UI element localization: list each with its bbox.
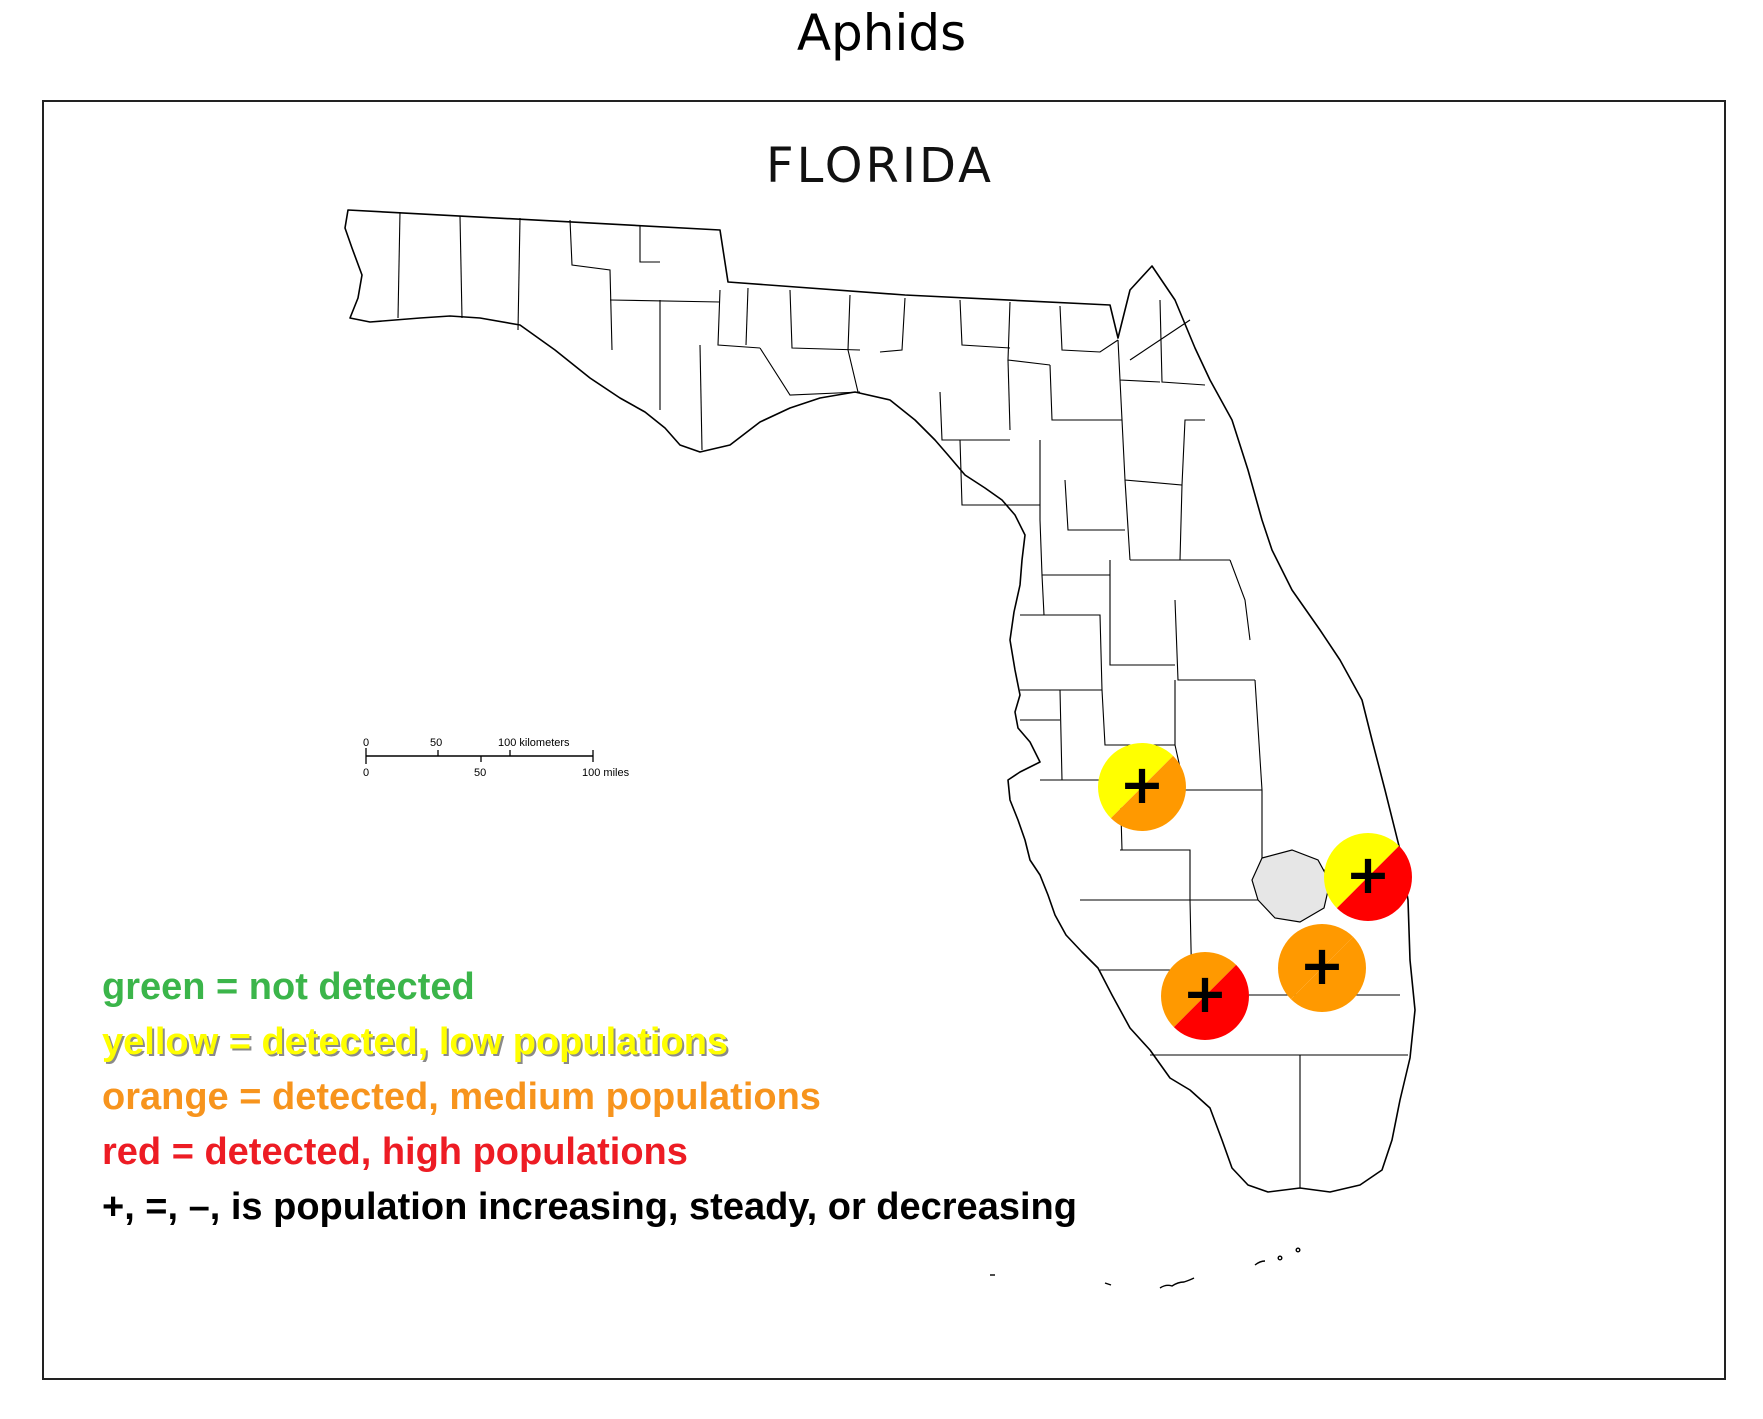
- county-lines: [397, 211, 1408, 1188]
- lake-okeechobee: [1251, 849, 1331, 923]
- scale-km-100: 100 kilometers: [498, 737, 570, 749]
- legend-trend-key: +, =, –, is population increasing, stead…: [102, 1186, 1077, 1228]
- marker-collier-trend: +: [1182, 962, 1227, 1025]
- marker-collier-color-b: [1173, 964, 1249, 1040]
- marker-hendry-color-a: [1278, 924, 1354, 1000]
- scale-km-0: 0: [363, 737, 369, 749]
- scale-mi-100: 100 miles: [582, 767, 630, 779]
- scale-mi-50: 50: [474, 767, 486, 779]
- marker-st-lucie-trend: +: [1345, 843, 1390, 906]
- scale-mi-0: 0: [363, 767, 369, 779]
- marker-st-lucie: +: [1324, 833, 1412, 921]
- marker-hardee: +: [1098, 743, 1186, 831]
- marker-hendry-trend: +: [1299, 934, 1344, 997]
- marker-st-lucie-color-a: [1324, 833, 1400, 909]
- legend-high: red = detected, high populations: [102, 1131, 688, 1173]
- marker-hendry-color-b: [1290, 936, 1366, 1012]
- scale-bar: 0 50 100 kilometers 0 50 100 miles: [363, 737, 630, 779]
- population-markers: + + + +: [1098, 743, 1412, 1040]
- marker-hendry: +: [1278, 924, 1366, 1012]
- marker-hardee-color-a: [1098, 743, 1174, 819]
- state-outline: [344, 209, 1416, 1193]
- marker-collier: +: [1161, 952, 1249, 1040]
- legend-low: yellow = detected, low populations: [102, 1021, 729, 1063]
- marker-hardee-trend: +: [1119, 753, 1164, 816]
- scale-km-50: 50: [430, 737, 442, 749]
- legend-medium: orange = detected, medium populations: [102, 1076, 821, 1118]
- marker-hardee-color-b: [1110, 755, 1186, 831]
- page-title: Aphids: [796, 4, 967, 62]
- state-label: FLORIDA: [766, 138, 994, 194]
- florida-keys: [990, 1247, 1301, 1289]
- legend-not-detected: green = not detected: [102, 966, 475, 1008]
- marker-collier-color-a: [1161, 952, 1237, 1028]
- marker-st-lucie-color-b: [1336, 845, 1412, 921]
